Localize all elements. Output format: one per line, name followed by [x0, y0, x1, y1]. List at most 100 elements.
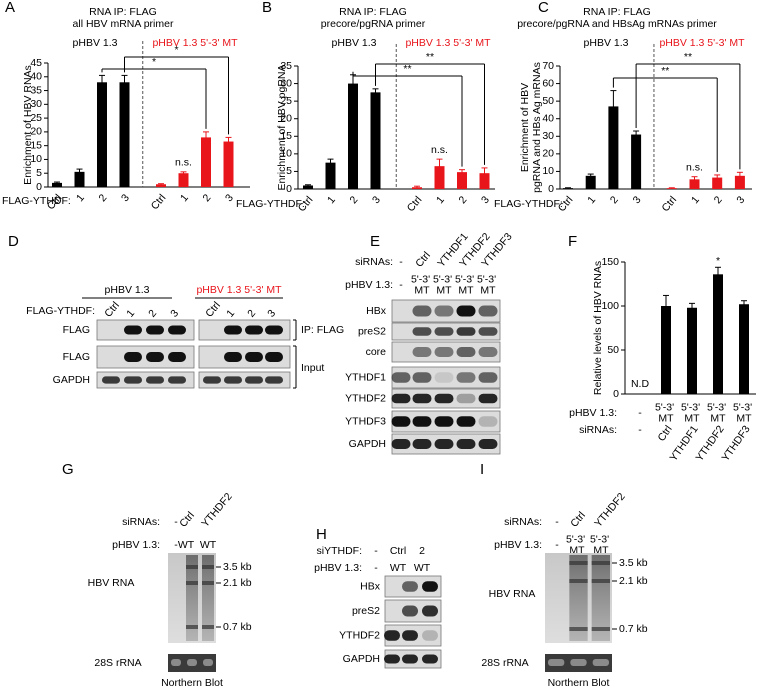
band	[186, 581, 198, 585]
x-row-label: pHBV 1.3:	[569, 407, 617, 419]
x-tick-label: 2	[712, 194, 725, 206]
x-tick-label: 5'-3' MT	[733, 401, 755, 424]
y-axis-label: Enrichment of HBV	[519, 83, 531, 172]
group-label: pHBV 1.3	[73, 37, 118, 49]
x-tick-label: Ctrl	[660, 194, 680, 214]
band	[412, 327, 432, 336]
bar	[608, 106, 619, 189]
x-tick-label: 5'-3' MT	[707, 401, 729, 424]
y-tick-label: 0	[548, 183, 554, 195]
chart-title: RNA IP: FLAG	[583, 6, 651, 18]
text-line: MT	[458, 284, 474, 296]
text-line: 5'-3'	[433, 273, 455, 285]
bar	[666, 188, 677, 189]
band	[245, 352, 263, 362]
band	[422, 581, 438, 592]
lane-label: Ctrl	[203, 299, 223, 319]
x-row-label: FLAG-YTHDF:	[236, 198, 305, 210]
band	[456, 393, 476, 404]
band	[591, 579, 610, 583]
band	[569, 561, 588, 565]
x-tick-label: 2	[347, 194, 360, 206]
lane-label: YTHDF2	[592, 491, 628, 530]
lane-label: 1	[224, 307, 237, 319]
band	[591, 561, 610, 565]
text-line: 5'-3'	[590, 533, 612, 545]
text-line: 5'-3'	[455, 273, 477, 285]
band	[478, 327, 498, 336]
band	[168, 325, 186, 335]
group-label: pHBV 1.3 5'-3' MT	[196, 284, 282, 296]
lane-label: WT	[178, 539, 195, 551]
lane-label: 2	[146, 307, 159, 319]
band	[456, 327, 476, 336]
band	[434, 305, 454, 317]
text-line: MT	[684, 412, 700, 424]
band	[412, 416, 432, 427]
rna-smear	[591, 555, 610, 641]
x-tick-label: 2	[456, 194, 469, 206]
panel-letter: D	[8, 233, 19, 250]
band	[245, 376, 263, 384]
x-tick-label: 1	[689, 194, 702, 206]
band	[224, 376, 242, 384]
text-line: 5'-3'	[655, 401, 677, 413]
band	[146, 325, 164, 335]
chart-subtitle: precore/pgRNA and HBsAg mRNAs primer	[517, 18, 717, 30]
group-label: pHBV 1.3 5'-3' MT	[152, 37, 238, 49]
bar	[713, 274, 723, 394]
lane-label: 5'-3' MT	[411, 273, 433, 296]
y-tick-label: 5	[286, 165, 292, 177]
chart-title: RNA IP: FLAG	[339, 6, 407, 18]
blot-strip	[198, 319, 291, 341]
bar	[52, 182, 62, 187]
bar	[74, 171, 85, 187]
band	[168, 376, 186, 384]
bar	[303, 185, 313, 189]
lane-label: -	[399, 256, 403, 268]
row-label: GAPDH	[349, 438, 386, 450]
y-tick-label: 70	[542, 60, 554, 72]
band	[434, 416, 454, 427]
lane-label: YTHDF2	[199, 491, 235, 530]
band	[187, 659, 197, 666]
bar	[97, 82, 107, 187]
text-line: 5'-3'	[707, 401, 729, 413]
lane-label: Ctrl	[413, 249, 433, 269]
size-marker-label: 2.1 kb	[223, 577, 252, 589]
y-tick-label: 35	[30, 84, 42, 96]
band	[245, 325, 263, 335]
panel-letter: B	[262, 0, 272, 16]
lane-row-label: FLAG-YTHDF:	[26, 305, 95, 317]
lane-label: 5'-3' MT	[477, 273, 499, 296]
band	[168, 352, 186, 362]
x-tick-label: 3	[370, 194, 383, 206]
x-tick-label: 1	[585, 194, 598, 206]
lane-label: 2	[245, 307, 258, 319]
x-tick-label: 1	[74, 192, 87, 204]
lane-label: -	[374, 562, 378, 574]
text-line: MT	[436, 284, 452, 296]
significance-label: **	[684, 51, 692, 63]
y-axis-label: Enrichment of HBV RNAs	[22, 65, 34, 185]
group-label: pHBV 1.3 5'-3' MT	[659, 37, 745, 49]
x-tick-label: 2	[608, 194, 621, 206]
size-marker-label: 0.7 kb	[619, 623, 648, 635]
chart-subtitle: precore/pgRNA primer	[321, 18, 426, 30]
y-tick-label: 35	[280, 60, 292, 72]
band	[102, 376, 120, 384]
y-tick-label: 30	[542, 130, 554, 142]
x-tick-label: 3	[223, 192, 236, 204]
x-tick-label: Ctrl	[656, 423, 675, 443]
lane-label: -	[555, 516, 559, 528]
panel-letter: C	[538, 0, 549, 16]
significance-label: **	[426, 51, 434, 63]
x-tick-label: 3	[479, 194, 492, 206]
blot-strip	[198, 345, 291, 369]
y-tick-label: 15	[280, 130, 292, 142]
group-label: pHBV 1.3	[332, 37, 377, 49]
x-tick-label: 2	[200, 192, 213, 204]
row-label: HBx	[360, 580, 381, 592]
row-header-label: pHBV 1.3:	[494, 539, 542, 551]
